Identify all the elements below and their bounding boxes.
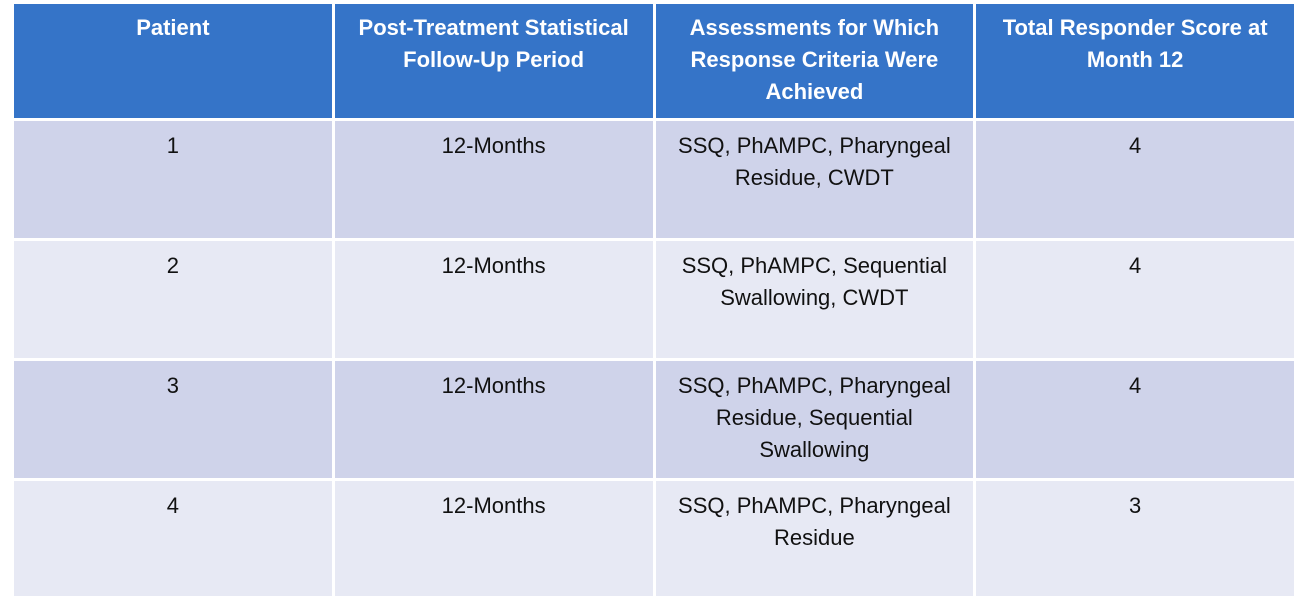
cell-followup-period: 12-Months (334, 241, 653, 358)
cell-followup-period: 12-Months (334, 361, 653, 478)
header-cell-patient: Patient (14, 4, 332, 118)
cell-assessments: SSQ, PhAMPC, Pharyngeal Residue, CWDT (655, 121, 974, 238)
cell-total-score: 4 (976, 361, 1294, 478)
table-body: 1 12-Months SSQ, PhAMPC, Pharyngeal Resi… (14, 121, 1294, 596)
table-row: 2 12-Months SSQ, PhAMPC, Sequential Swal… (14, 241, 1294, 358)
cell-assessments: SSQ, PhAMPC, Pharyngeal Residue, Sequent… (655, 361, 974, 478)
cell-patient: 2 (14, 241, 332, 358)
cell-total-score: 4 (976, 241, 1294, 358)
header-cell-followup-period: Post-Treatment Statistical Follow-Up Per… (334, 4, 653, 118)
table-header: Patient Post-Treatment Statistical Follo… (14, 4, 1294, 118)
cell-total-score: 4 (976, 121, 1294, 238)
header-cell-assessments: Assessments for Which Response Criteria … (655, 4, 974, 118)
cell-assessments: SSQ, PhAMPC, Pharyngeal Residue (655, 481, 974, 596)
table-row: 1 12-Months SSQ, PhAMPC, Pharyngeal Resi… (14, 121, 1294, 238)
cell-patient: 3 (14, 361, 332, 478)
cell-assessments: SSQ, PhAMPC, Sequential Swallowing, CWDT (655, 241, 974, 358)
table-row: 4 12-Months SSQ, PhAMPC, Pharyngeal Resi… (14, 481, 1294, 596)
cell-patient: 1 (14, 121, 332, 238)
table-row: 3 12-Months SSQ, PhAMPC, Pharyngeal Resi… (14, 361, 1294, 478)
header-row: Patient Post-Treatment Statistical Follo… (14, 4, 1294, 118)
cell-patient: 4 (14, 481, 332, 596)
cell-followup-period: 12-Months (334, 121, 653, 238)
cell-total-score: 3 (976, 481, 1294, 596)
cell-followup-period: 12-Months (334, 481, 653, 596)
header-cell-total-score: Total Responder Score at Month 12 (976, 4, 1294, 118)
responder-score-table: Patient Post-Treatment Statistical Follo… (11, 1, 1297, 596)
